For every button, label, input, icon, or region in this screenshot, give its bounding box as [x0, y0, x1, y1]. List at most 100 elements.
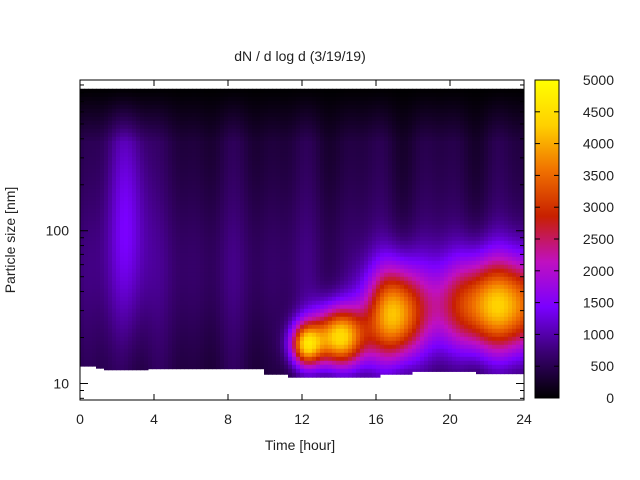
heatmap-cell — [244, 140, 249, 146]
heatmap-cell — [144, 152, 149, 158]
heatmap-cell — [128, 176, 133, 182]
heatmap-cell — [120, 272, 125, 278]
heatmap-cell — [84, 320, 89, 326]
heatmap-cell — [228, 272, 233, 278]
heatmap-cell — [200, 340, 205, 346]
heatmap-cell — [124, 328, 129, 334]
heatmap-cell — [252, 268, 257, 274]
heatmap-cell — [232, 140, 237, 146]
heatmap-cell — [300, 292, 305, 298]
heatmap-cell — [268, 168, 273, 174]
heatmap-cell — [128, 216, 133, 222]
heatmap-cell — [124, 236, 129, 242]
heatmap-cell — [244, 148, 249, 154]
heatmap-cell — [316, 144, 321, 150]
heatmap-cell — [204, 144, 209, 150]
heatmap-cell — [280, 88, 285, 94]
heatmap-cell — [244, 212, 249, 218]
heatmap-cell — [172, 260, 177, 266]
heatmap-cell — [88, 360, 93, 366]
heatmap-cell — [332, 292, 337, 298]
heatmap-cell — [264, 328, 269, 334]
heatmap-cell — [200, 128, 205, 134]
heatmap-cell — [160, 144, 165, 150]
heatmap-cell — [132, 348, 137, 354]
heatmap-cell — [164, 216, 169, 222]
heatmap-cell — [336, 312, 341, 318]
heatmap-cell — [108, 188, 113, 194]
heatmap-cell — [220, 296, 225, 302]
heatmap-cell — [272, 224, 277, 230]
heatmap-cell — [200, 344, 205, 350]
heatmap-cell — [100, 212, 105, 218]
heatmap-cell — [280, 232, 285, 238]
heatmap-cell — [260, 224, 265, 230]
heatmap-cell — [280, 252, 285, 258]
heatmap-cell — [108, 348, 113, 354]
heatmap-cell — [336, 248, 341, 254]
heatmap-cell — [184, 308, 189, 314]
heatmap-cell — [124, 316, 129, 322]
heatmap-cell — [336, 180, 341, 186]
heatmap-cell — [176, 324, 181, 330]
heatmap-cell — [240, 136, 245, 142]
heatmap-cell — [144, 228, 149, 234]
heatmap-cell — [260, 308, 265, 314]
heatmap-cell — [160, 364, 165, 370]
heatmap-cell — [176, 120, 181, 126]
heatmap-cell — [136, 120, 141, 126]
heatmap-cell — [196, 172, 201, 178]
heatmap-cell — [272, 192, 277, 198]
heatmap-cell — [232, 232, 237, 238]
heatmap-cell — [108, 288, 113, 294]
heatmap-cell — [220, 216, 225, 222]
heatmap-cell — [136, 320, 141, 326]
heatmap-cell — [100, 120, 105, 126]
heatmap-cell — [156, 264, 161, 270]
heatmap-cell — [196, 108, 201, 114]
heatmap-cell — [308, 292, 313, 298]
heatmap-cell — [324, 136, 329, 142]
heatmap-cell — [336, 92, 341, 98]
heatmap-cell — [192, 180, 197, 186]
heatmap-cell — [80, 248, 85, 254]
heatmap-cell — [232, 324, 237, 330]
heatmap-cell — [96, 248, 101, 254]
heatmap-cell — [272, 348, 277, 354]
heatmap-cell — [168, 340, 173, 346]
heatmap-cell — [332, 268, 337, 274]
heatmap-cell — [332, 324, 337, 330]
heatmap-cell — [308, 364, 313, 370]
heatmap-cell — [120, 176, 125, 182]
heatmap-cell — [120, 120, 125, 126]
heatmap-cell — [148, 260, 153, 266]
heatmap-cell — [140, 108, 145, 114]
heatmap-cell — [264, 352, 269, 358]
heatmap-cell — [176, 124, 181, 130]
heatmap-cell — [352, 312, 357, 318]
heatmap-cell — [128, 336, 133, 342]
heatmap-cell — [320, 356, 325, 362]
heatmap-cell — [292, 352, 297, 358]
heatmap-cell — [332, 132, 337, 138]
heatmap-cell — [156, 304, 161, 310]
heatmap-cell — [108, 304, 113, 310]
heatmap-cell — [304, 256, 309, 262]
heatmap-cell — [340, 208, 345, 214]
heatmap-cell — [248, 132, 253, 138]
heatmap-cell — [212, 180, 217, 186]
heatmap-cell — [336, 256, 341, 262]
heatmap-cell — [332, 300, 337, 306]
heatmap-cell — [204, 192, 209, 198]
heatmap-cell — [264, 208, 269, 214]
heatmap-cell — [232, 92, 237, 98]
heatmap-cell — [132, 272, 137, 278]
heatmap-cell — [184, 148, 189, 154]
heatmap-cell — [328, 236, 333, 242]
heatmap-cell — [104, 148, 109, 154]
heatmap-cell — [292, 108, 297, 114]
heatmap-cell — [332, 372, 337, 378]
heatmap-cell — [208, 188, 213, 194]
heatmap-cell — [116, 148, 121, 154]
heatmap-cell — [224, 308, 229, 314]
